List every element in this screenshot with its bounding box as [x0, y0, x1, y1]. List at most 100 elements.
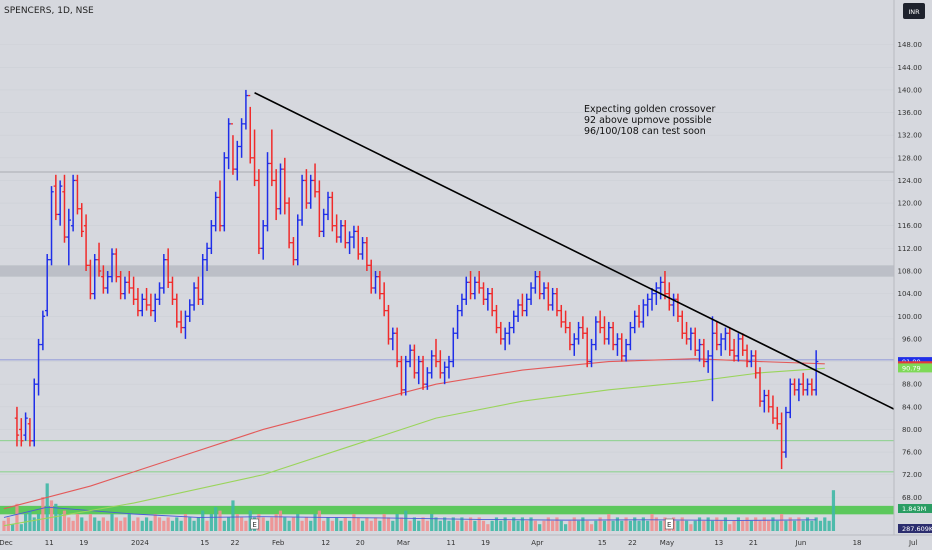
ohlc-bar[interactable] [248, 94, 253, 164]
ohlc-bar[interactable] [321, 208, 326, 238]
ohlc-bar[interactable] [394, 327, 400, 368]
ohlc-bar[interactable] [714, 321, 719, 351]
ohlc-bar[interactable] [148, 293, 154, 317]
ohlc-bar[interactable] [209, 220, 214, 255]
ohlc-bar[interactable] [610, 321, 616, 351]
resistance-zone[interactable] [0, 265, 894, 277]
ohlc-bar[interactable] [27, 418, 33, 447]
ohlc-bar[interactable] [615, 333, 620, 356]
ohlc-bar[interactable] [40, 310, 46, 351]
ohlc-bar[interactable] [805, 378, 810, 396]
ohlc-bar[interactable] [381, 282, 387, 317]
ohlc-bar[interactable] [533, 271, 538, 294]
ohlc-bar[interactable] [330, 191, 335, 232]
ohlc-bar[interactable] [554, 287, 560, 317]
ohlc-bar[interactable] [351, 225, 357, 249]
ohlc-bar[interactable] [498, 321, 503, 345]
ohlc-bar[interactable] [680, 310, 685, 339]
ohlc-bar[interactable] [593, 316, 599, 351]
ohlc-bar[interactable] [783, 406, 789, 458]
ohlc-bar[interactable] [273, 169, 279, 221]
ohlc-bar[interactable] [494, 304, 499, 334]
ohlc-bar[interactable] [606, 321, 611, 345]
ohlc-bar[interactable] [420, 355, 426, 390]
ohlc-bar[interactable] [567, 321, 573, 351]
ohlc-bar[interactable] [528, 282, 534, 305]
ohlc-bar[interactable] [438, 350, 443, 379]
ohlc-bar[interactable] [792, 378, 797, 396]
ohlc-bar[interactable] [770, 395, 776, 424]
ohlc-bar[interactable] [489, 287, 495, 317]
ohlc-bar[interactable] [312, 163, 318, 198]
ohlc-bar[interactable] [416, 355, 421, 385]
ohlc-bar[interactable] [299, 174, 305, 226]
ohlc-bar[interactable] [265, 152, 270, 232]
ohlc-bar[interactable] [317, 180, 322, 238]
ohlc-bar[interactable] [537, 271, 542, 300]
ohlc-bar[interactable] [334, 214, 339, 243]
ohlc-bar[interactable] [131, 276, 136, 305]
ohlc-bar[interactable] [481, 282, 486, 305]
ohlc-bar[interactable] [62, 174, 67, 243]
ohlc-bar[interactable] [718, 333, 724, 356]
ohlc-bar[interactable] [105, 271, 110, 294]
ohlc-bar[interactable] [563, 310, 568, 334]
ohlc-bar[interactable] [32, 378, 37, 447]
ohlc-bar[interactable] [178, 310, 184, 334]
ohlc-bar[interactable] [515, 299, 521, 322]
ohlc-bar[interactable] [788, 378, 793, 419]
ohlc-bar[interactable] [70, 174, 76, 232]
price-label[interactable]: 287.609K [898, 524, 932, 533]
ohlc-bar[interactable] [49, 186, 54, 266]
ohlc-bar[interactable] [191, 282, 197, 311]
ohlc-bar[interactable] [597, 310, 603, 334]
ohlc-bar[interactable] [684, 321, 689, 345]
ohlc-bar[interactable] [667, 282, 672, 311]
ohlc-bar[interactable] [261, 220, 266, 260]
ohlc-bar[interactable] [541, 282, 547, 300]
ohlc-bar[interactable] [325, 191, 331, 221]
ohlc-bar[interactable] [343, 220, 348, 249]
ohlc-bar[interactable] [507, 321, 512, 345]
ohlc-bar[interactable] [688, 327, 694, 351]
ohlc-bar[interactable] [278, 163, 283, 215]
ohlc-bar[interactable] [623, 338, 629, 362]
ohlc-bar[interactable] [675, 293, 681, 322]
ohlc-bar[interactable] [459, 293, 465, 317]
ohlc-bar[interactable] [386, 304, 391, 345]
ohlc-bar[interactable] [705, 350, 711, 373]
ohlc-bar[interactable] [304, 169, 309, 209]
ohlc-bar[interactable] [662, 271, 668, 300]
ohlc-bar[interactable] [338, 220, 344, 243]
ohlc-bar[interactable] [101, 265, 106, 294]
ohlc-bar[interactable] [628, 321, 633, 351]
ohlc-bar[interactable] [589, 338, 594, 368]
ohlc-bar[interactable] [723, 327, 728, 351]
ohlc-bar[interactable] [757, 367, 763, 407]
ohlc-bar[interactable] [572, 333, 577, 356]
ohlc-bar[interactable] [632, 310, 637, 334]
ohlc-bar[interactable] [502, 327, 508, 351]
ohlc-bar[interactable] [369, 259, 374, 294]
price-label[interactable]: 1.843M [898, 504, 932, 513]
y-axis-panel[interactable] [894, 0, 932, 550]
ohlc-bar[interactable] [23, 412, 28, 441]
ohlc-bar[interactable] [468, 271, 473, 300]
ohlc-bar[interactable] [809, 378, 815, 396]
ohlc-bar[interactable] [671, 293, 676, 317]
price-label[interactable]: 90.79 [898, 363, 932, 373]
ohlc-bar[interactable] [753, 350, 758, 379]
ohlc-bar[interactable] [308, 174, 313, 209]
ohlc-bar[interactable] [96, 242, 102, 277]
ohlc-bar[interactable] [813, 350, 819, 396]
ohlc-bar[interactable] [235, 140, 240, 181]
ohlc-bar[interactable] [762, 389, 767, 413]
ohlc-bar[interactable] [79, 203, 84, 238]
ohlc-bar[interactable] [377, 271, 383, 300]
ohlc-bar[interactable] [636, 304, 642, 328]
ohlc-bar[interactable] [429, 350, 434, 379]
ohlc-bar[interactable] [412, 344, 417, 379]
ohlc-bar[interactable] [619, 333, 624, 362]
ohlc-bar[interactable] [144, 287, 149, 311]
ohlc-bar[interactable] [252, 129, 257, 187]
